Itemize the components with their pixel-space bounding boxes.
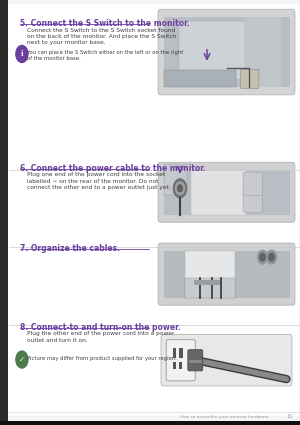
FancyBboxPatch shape [243, 172, 262, 196]
Circle shape [16, 45, 28, 62]
Text: 6. Connect the power cable to the monitor.: 6. Connect the power cable to the monito… [20, 164, 205, 173]
Bar [179, 348, 183, 358]
FancyBboxPatch shape [158, 162, 295, 222]
FancyBboxPatch shape [241, 70, 259, 88]
Bar [164, 170, 290, 215]
Bar [184, 278, 235, 298]
FancyBboxPatch shape [158, 243, 295, 305]
Bar [164, 70, 236, 87]
Text: How to assemble your monitor hardware: How to assemble your monitor hardware [180, 415, 268, 419]
Bar [190, 170, 246, 215]
FancyBboxPatch shape [161, 334, 292, 386]
Circle shape [269, 253, 274, 261]
Bar [194, 280, 220, 285]
Circle shape [267, 250, 276, 264]
FancyBboxPatch shape [166, 340, 195, 381]
FancyBboxPatch shape [188, 350, 203, 371]
Bar [0, 421, 300, 425]
Bar [173, 363, 176, 369]
Text: ✓: ✓ [19, 357, 25, 363]
Circle shape [178, 185, 182, 192]
Bar [184, 251, 235, 298]
Text: 15: 15 [286, 414, 292, 419]
Bar [244, 17, 281, 87]
Text: Connect the S Switch to the S Switch socket found
on the back of the monitor. An: Connect the S Switch to the S Switch soc… [27, 28, 176, 45]
Circle shape [173, 179, 187, 198]
Bar [0, 0, 8, 425]
Text: 7. Organize the cables.: 7. Organize the cables. [20, 244, 119, 253]
FancyBboxPatch shape [158, 9, 295, 95]
Circle shape [176, 182, 184, 195]
Bar [164, 251, 290, 298]
Circle shape [16, 351, 28, 368]
Bar [172, 348, 176, 358]
Bar [164, 164, 187, 196]
Text: 5. Connect the S Switch to the monitor.: 5. Connect the S Switch to the monitor. [20, 19, 189, 28]
Text: Picture may differ from product supplied for your region.: Picture may differ from product supplied… [27, 356, 177, 361]
Text: You can place the S Switch either on the left or on the right
of the monitor bas: You can place the S Switch either on the… [27, 50, 183, 61]
Bar [164, 17, 290, 87]
Bar [178, 21, 244, 79]
Text: i: i [20, 50, 23, 58]
Bar [189, 360, 202, 363]
Text: Plug one end of the power cord into the socket
labelled ∼ on the rear of the mon: Plug one end of the power cord into the … [27, 172, 171, 190]
Circle shape [260, 253, 265, 261]
FancyBboxPatch shape [243, 189, 262, 212]
Circle shape [258, 250, 267, 264]
Bar [179, 363, 182, 369]
Text: 8. Connect-to and turn-on the power.: 8. Connect-to and turn-on the power. [20, 323, 180, 332]
Text: Plug the other end of the power cord into a power
outlet and turn it on.: Plug the other end of the power cord int… [27, 332, 174, 343]
